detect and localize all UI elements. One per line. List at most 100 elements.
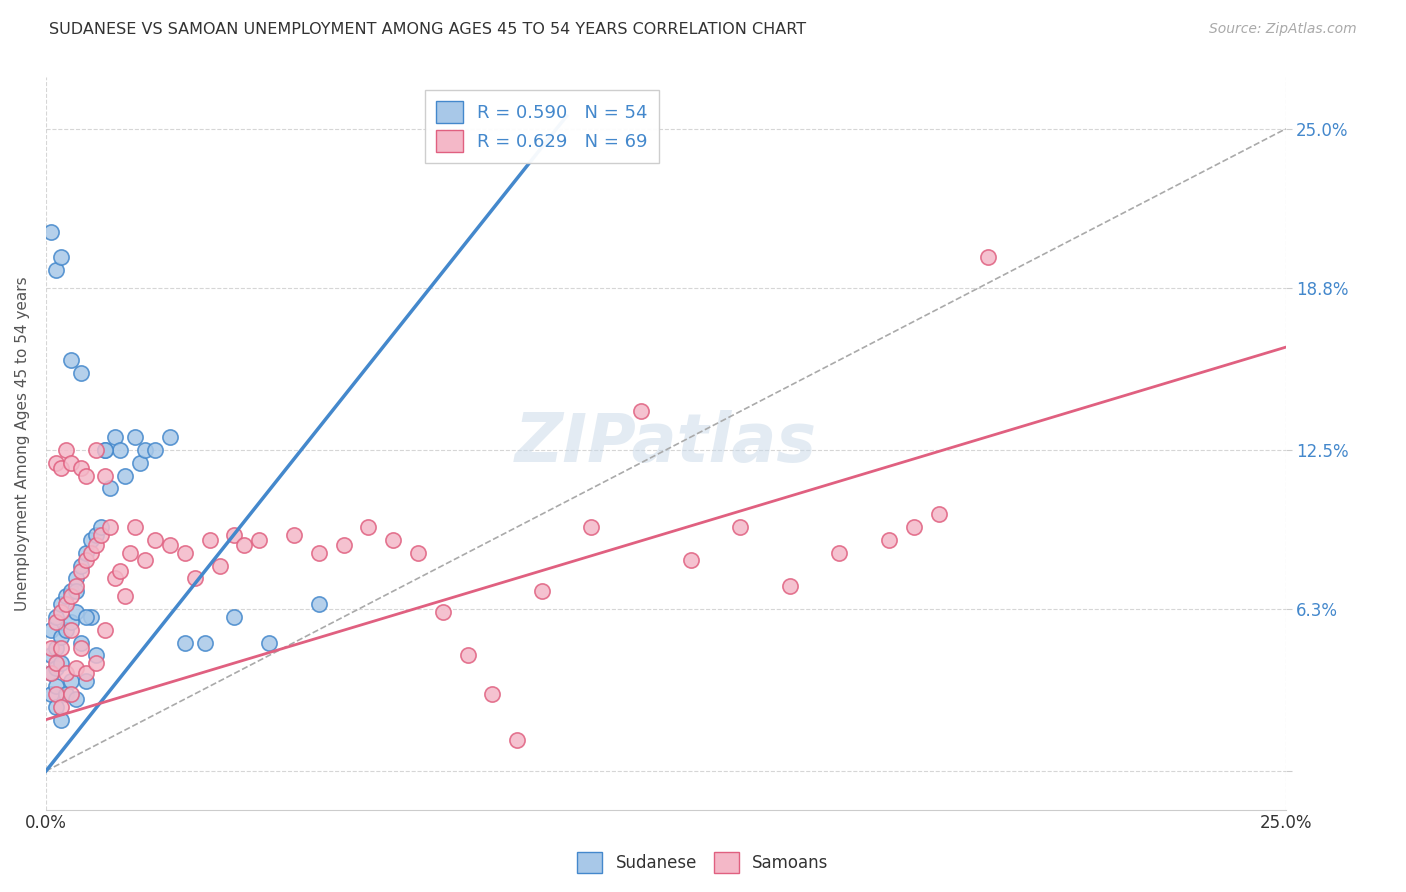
Point <box>530 584 553 599</box>
Point <box>84 538 107 552</box>
Point <box>679 553 702 567</box>
Legend: Sudanese, Samoans: Sudanese, Samoans <box>571 846 835 880</box>
Point <box>65 692 87 706</box>
Point <box>233 538 256 552</box>
Point <box>75 546 97 560</box>
Point <box>69 558 91 573</box>
Point <box>55 597 77 611</box>
Point <box>39 623 62 637</box>
Point <box>75 468 97 483</box>
Point <box>173 546 195 560</box>
Point <box>124 430 146 444</box>
Point <box>357 520 380 534</box>
Point <box>198 533 221 547</box>
Point <box>903 520 925 534</box>
Point <box>308 546 330 560</box>
Point <box>94 442 117 457</box>
Point <box>159 538 181 552</box>
Point <box>45 456 67 470</box>
Point <box>45 687 67 701</box>
Point <box>59 584 82 599</box>
Point <box>79 610 101 624</box>
Point <box>49 656 72 670</box>
Point <box>59 353 82 368</box>
Point <box>173 635 195 649</box>
Point <box>75 610 97 624</box>
Point <box>59 590 82 604</box>
Point <box>49 640 72 655</box>
Point <box>159 430 181 444</box>
Point <box>94 468 117 483</box>
Point <box>69 461 91 475</box>
Point <box>114 590 136 604</box>
Point <box>84 442 107 457</box>
Point <box>39 666 62 681</box>
Point <box>55 590 77 604</box>
Point <box>69 366 91 380</box>
Point <box>39 648 62 663</box>
Point <box>49 461 72 475</box>
Point <box>928 507 950 521</box>
Point <box>55 687 77 701</box>
Point <box>45 615 67 629</box>
Point <box>194 635 217 649</box>
Point <box>69 635 91 649</box>
Point <box>828 546 851 560</box>
Text: Source: ZipAtlas.com: Source: ZipAtlas.com <box>1209 22 1357 37</box>
Point <box>977 250 1000 264</box>
Point <box>877 533 900 547</box>
Point <box>75 674 97 689</box>
Point <box>224 610 246 624</box>
Point <box>94 623 117 637</box>
Point <box>104 571 127 585</box>
Point <box>59 623 82 637</box>
Point <box>75 666 97 681</box>
Point <box>45 661 67 675</box>
Point <box>134 442 156 457</box>
Point <box>49 597 72 611</box>
Point <box>134 553 156 567</box>
Point <box>65 584 87 599</box>
Point <box>45 656 67 670</box>
Point <box>84 527 107 541</box>
Point <box>89 527 111 541</box>
Point <box>45 263 67 277</box>
Point <box>39 225 62 239</box>
Point <box>257 635 280 649</box>
Point <box>332 538 354 552</box>
Point <box>506 733 529 747</box>
Point <box>382 533 405 547</box>
Y-axis label: Unemployment Among Ages 45 to 54 years: Unemployment Among Ages 45 to 54 years <box>15 277 30 611</box>
Point <box>59 674 82 689</box>
Point <box>89 520 111 534</box>
Point <box>104 430 127 444</box>
Legend: R = 0.590   N = 54, R = 0.629   N = 69: R = 0.590 N = 54, R = 0.629 N = 69 <box>425 90 659 163</box>
Point <box>65 661 87 675</box>
Point <box>110 564 132 578</box>
Point <box>283 527 305 541</box>
Point <box>110 442 132 457</box>
Point <box>406 546 429 560</box>
Point <box>55 666 77 681</box>
Point <box>79 533 101 547</box>
Text: ZIPatlas: ZIPatlas <box>515 410 817 476</box>
Point <box>114 468 136 483</box>
Point <box>481 687 503 701</box>
Point <box>49 605 72 619</box>
Point <box>45 640 67 655</box>
Point <box>94 442 117 457</box>
Point <box>59 687 82 701</box>
Point <box>124 520 146 534</box>
Point <box>49 631 72 645</box>
Point <box>84 656 107 670</box>
Point <box>143 533 166 547</box>
Point <box>59 615 82 629</box>
Point <box>55 442 77 457</box>
Text: SUDANESE VS SAMOAN UNEMPLOYMENT AMONG AGES 45 TO 54 YEARS CORRELATION CHART: SUDANESE VS SAMOAN UNEMPLOYMENT AMONG AG… <box>49 22 806 37</box>
Point <box>120 546 142 560</box>
Point <box>247 533 270 547</box>
Point <box>208 558 231 573</box>
Point <box>65 571 87 585</box>
Point <box>630 404 652 418</box>
Point <box>129 456 152 470</box>
